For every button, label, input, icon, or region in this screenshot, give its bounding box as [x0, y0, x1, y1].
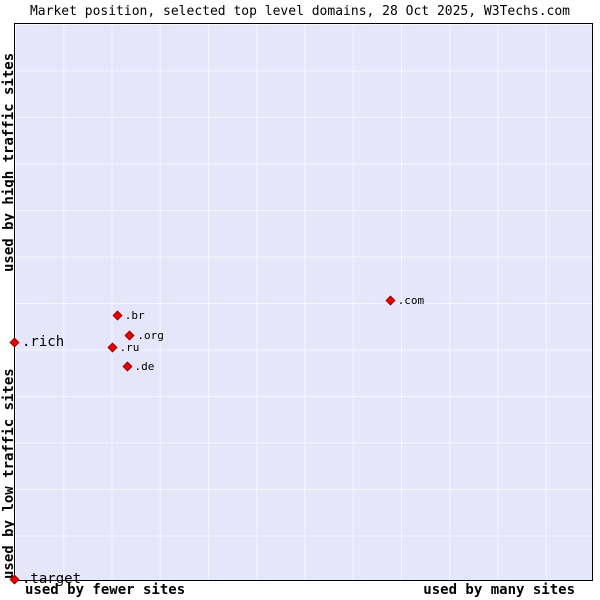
point-label: .br: [124, 308, 145, 322]
diamond-marker-icon: [107, 342, 117, 353]
plot-area: .com .br .org .ru .de .rich .target: [9, 23, 593, 587]
point-label: .rich: [22, 333, 65, 350]
diamond-marker-icon: [9, 574, 20, 585]
diamond-marker-icon: [112, 310, 123, 321]
point-label: .target: [22, 571, 82, 587]
diamond-marker-icon: [385, 295, 396, 306]
point-label: .ru: [119, 340, 140, 354]
point-label: .com: [397, 293, 425, 307]
diamond-marker-icon: [124, 330, 135, 341]
diamond-marker-icon: [9, 337, 20, 348]
point-label: .de: [134, 360, 155, 374]
chart-title: Market position, selected top level doma…: [29, 4, 571, 19]
diamond-marker-icon: [122, 361, 132, 372]
point-label: .org: [137, 328, 164, 342]
x-axis-label-fewer-sites: used by fewer sites: [25, 582, 186, 598]
x-axis-label-many-sites: used by many sites: [423, 582, 575, 598]
